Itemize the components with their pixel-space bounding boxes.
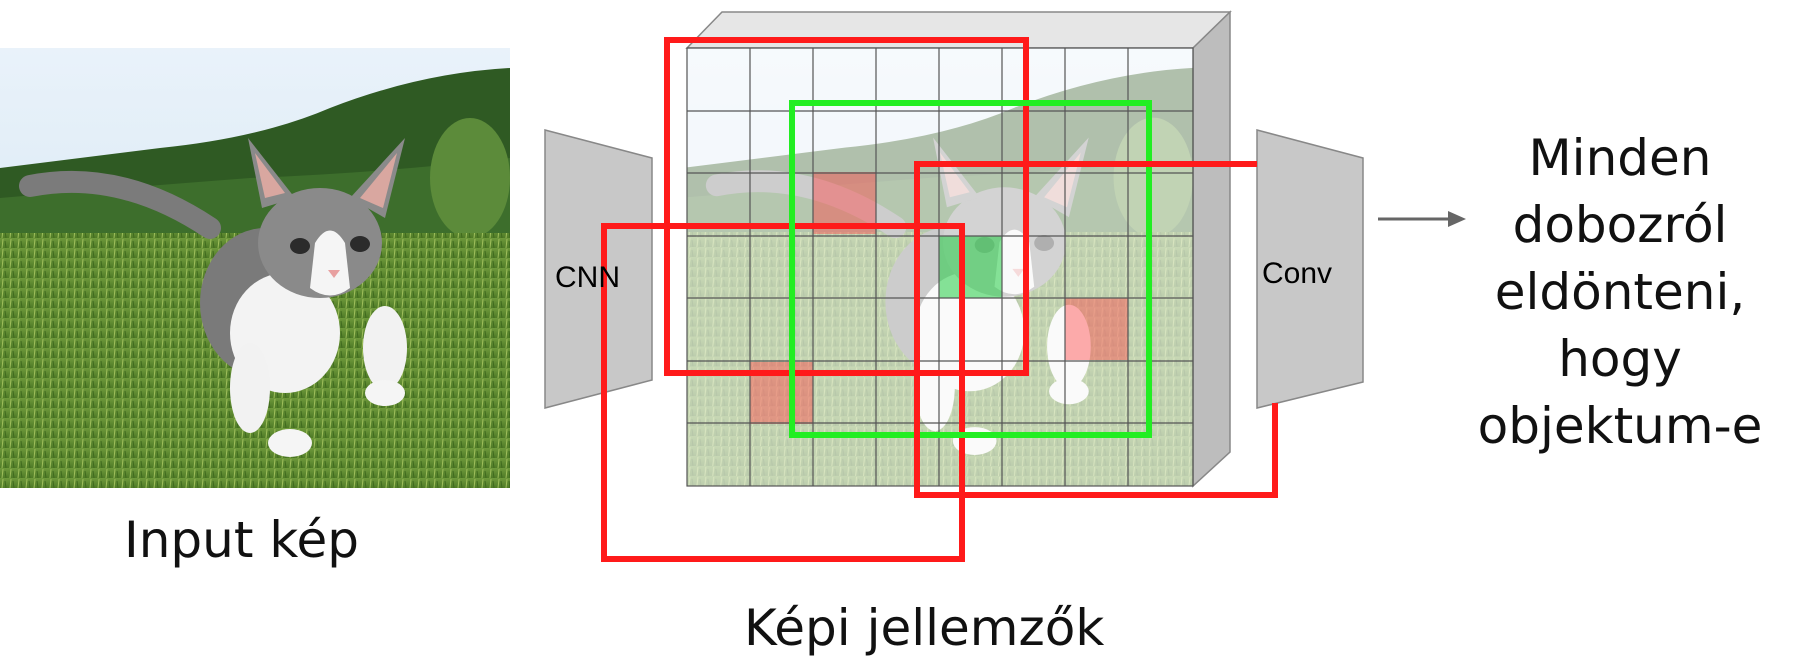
result-line: dobozról [1512, 196, 1728, 254]
conv-label: Conv [1262, 257, 1333, 290]
anchor-box-red [914, 161, 1278, 498]
feature-grid [686, 47, 1194, 487]
highlight-cell [939, 236, 1002, 298]
result-line: Minden [1528, 129, 1712, 187]
feature-map-side [1192, 10, 1231, 488]
features-caption: Képi jellemzők [744, 599, 1105, 657]
result-line: objektum-e [1477, 397, 1763, 455]
anchor-box-green [789, 100, 1152, 438]
highlight-cell [1065, 298, 1128, 360]
anchor-box-red [664, 37, 1029, 376]
input-image [0, 48, 510, 488]
anchor-box-red [601, 223, 965, 562]
result-line: hogy [1558, 330, 1682, 388]
conv-block [1256, 129, 1364, 409]
cnn-label: CNN [555, 261, 620, 294]
input-caption: Input kép [124, 511, 360, 569]
cnn-block [544, 129, 653, 409]
result-line: eldönteni, [1494, 263, 1746, 321]
result-text: Minden dobozról eldönteni, hogy objektum… [1460, 125, 1780, 460]
arrow-head [1448, 211, 1466, 227]
